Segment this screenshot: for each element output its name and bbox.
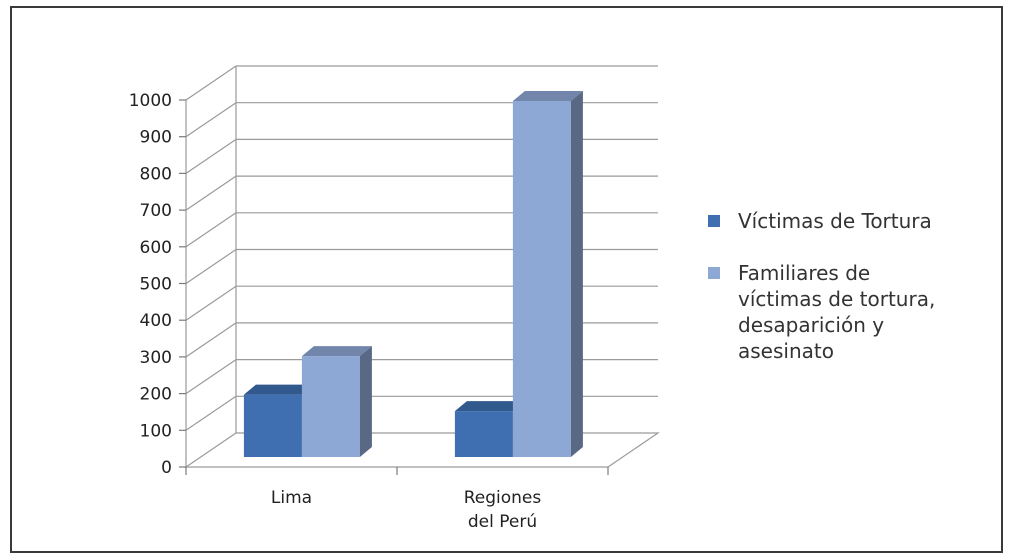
y-tick-label: 1000 [129,91,172,111]
y-tick-label: 100 [140,421,172,441]
bar-side [359,346,372,457]
y-tick-label: 0 [161,458,172,478]
gridline-side [185,285,237,321]
gridline-side [185,65,237,101]
gridline-side [185,138,237,174]
legend-item-victimas: Víctimas de Tortura [708,208,1003,234]
y-tick-label: 700 [140,201,172,221]
floor [184,432,660,468]
bar-front [243,394,302,457]
y-tick-label: 800 [140,164,172,184]
gridline-side [185,322,237,358]
x-category-label: Regiones del Perú [464,488,542,532]
bar-side [570,91,583,457]
x-category-label-line: Regiones [464,488,542,508]
chart-frame [10,6,1003,553]
bar-top [243,384,314,395]
bar-front [454,411,513,457]
gridline-side [185,249,237,284]
legend-item-familiares: Familiares de víctimas de tortura, desap… [708,260,1003,364]
gridline-side [185,395,237,431]
y-tick-label: 900 [140,128,172,148]
bar-top [454,401,525,412]
bar [512,91,583,457]
bars [243,91,583,457]
legend-label-familiares: Familiares de víctimas de tortura, desap… [738,261,936,363]
x-category-label: Lima [271,488,312,508]
legend-label-victimas: Víctimas de Tortura [738,209,932,233]
gridline-side [185,102,237,138]
y-tick-label: 600 [140,238,172,258]
bar-front [301,356,360,457]
y-tick-label: 500 [140,275,172,295]
legend: Víctimas de Tortura Familiares de víctim… [708,208,1003,390]
y-axis: 0 100 200 300 400 500 600 700 800 900 1000 [129,91,609,478]
y-tick-label: 400 [140,311,172,331]
bar [301,346,372,457]
y-tick-label: 200 [140,385,172,405]
x-axis-labels: Lima Regiones del Perú [271,488,541,532]
gridlines [185,65,658,431]
gridline-side [185,175,237,211]
gridline-side [185,212,237,248]
bar-front [512,101,571,457]
x-category-label-line: del Perú [468,512,537,532]
legend-swatch-victimas [708,215,720,227]
bar-top [512,91,583,102]
y-tick-label: 300 [140,348,172,368]
legend-swatch-familiares [708,267,720,279]
x-category-label-line: Lima [271,488,312,508]
bar-top [301,346,372,357]
gridline-side [185,359,237,395]
